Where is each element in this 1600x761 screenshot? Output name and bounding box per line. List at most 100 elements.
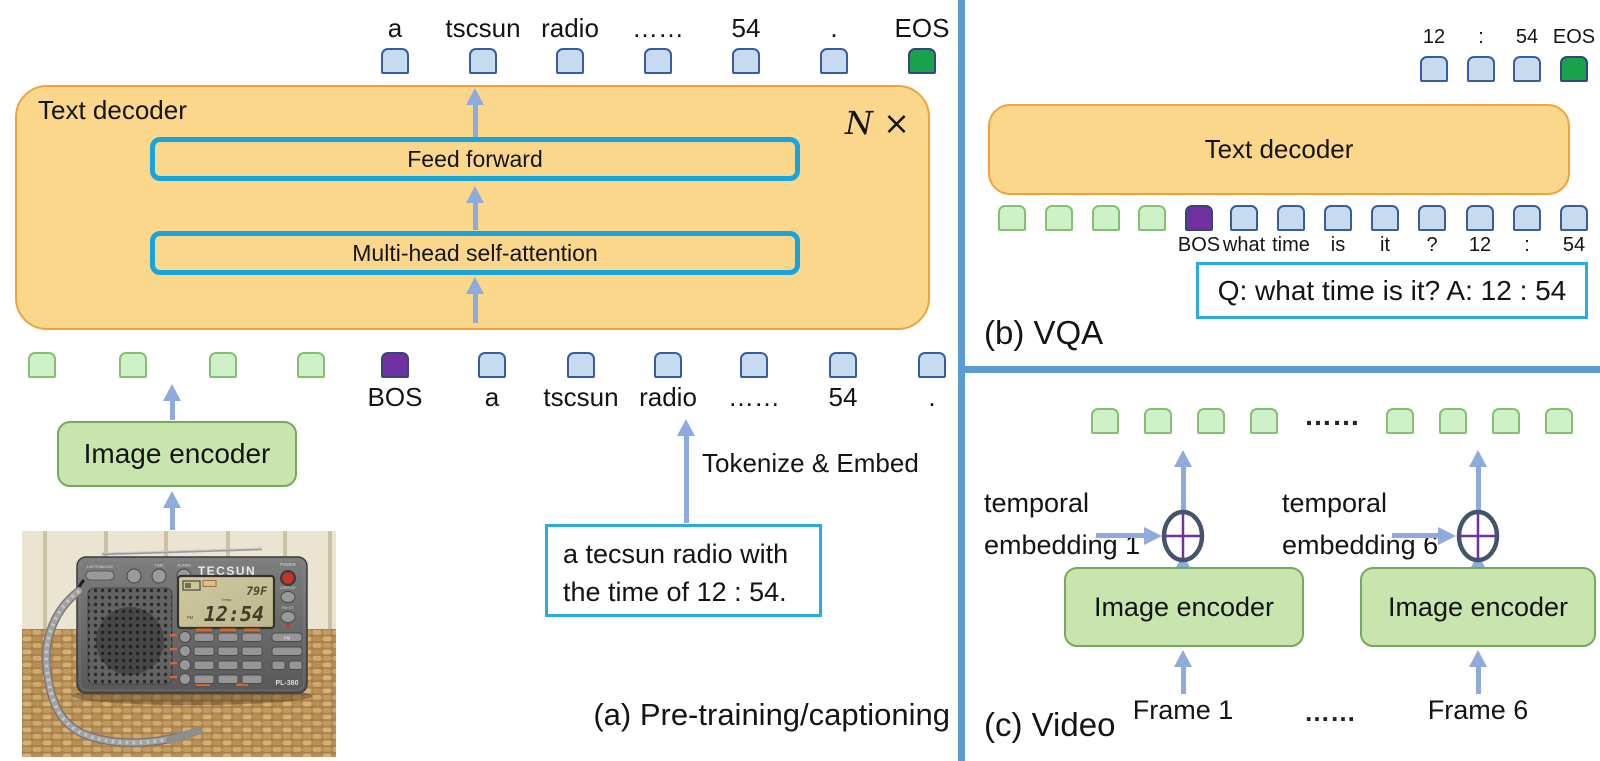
temporal-line-1: temporal [984, 488, 1090, 518]
radio-brand-text: TECSUN [198, 564, 256, 578]
panel-c-caption: (c) Video [984, 706, 1116, 743]
image-token [1045, 205, 1073, 231]
image-encoder-label: Image encoder [1387, 591, 1569, 622]
image-token [1092, 205, 1120, 231]
text-token [556, 48, 584, 74]
frame-6-label: Frame 6 [1427, 695, 1529, 725]
text-token [1371, 205, 1399, 231]
video-token [1492, 408, 1520, 434]
output-token-label: 54 [1515, 26, 1539, 48]
frame-1-label: Frame 1 [1132, 695, 1234, 725]
time-button-label: TIME [154, 563, 164, 568]
input-token-label: what [1222, 234, 1266, 256]
temporal-embedding-6-label: temporal embedding 6 [1282, 482, 1438, 566]
arrow-right-icon [1096, 533, 1144, 538]
text-token [1513, 56, 1541, 82]
text-token [1324, 205, 1352, 231]
display-button-label: DISPLAY [280, 586, 296, 590]
keypad [193, 632, 303, 684]
image-token [297, 352, 325, 378]
caption-text-box: a tecsun radio with the time of 12 : 54. [545, 524, 822, 617]
image-token [119, 352, 147, 378]
arrow-up-icon [1174, 450, 1192, 511]
n-times-label: N × [845, 104, 910, 142]
lcd-temp-label: Temp. [222, 597, 233, 602]
output-token-label: tscsun [445, 13, 521, 43]
alarm-button-label: ALARM [177, 563, 191, 568]
feed-forward-box: Feed forward [150, 137, 800, 181]
text-token [469, 48, 497, 74]
input-token-label: BOS [367, 382, 423, 412]
lcd-display [176, 574, 276, 630]
panel-b-caption: (b) VQA [984, 314, 1104, 351]
video-token [1439, 408, 1467, 434]
image-encoder-box: Image encoder [1360, 567, 1596, 647]
input-token-label: it [1380, 234, 1390, 256]
arrow-up-icon [677, 419, 695, 523]
qa-text-box: Q: what time is it? A: 12 : 54 [1196, 262, 1588, 319]
text-decoder-block: Text decoder [988, 104, 1570, 195]
input-token-label: . [928, 382, 936, 412]
video-token [1091, 408, 1119, 434]
input-token-label: time [1272, 234, 1310, 256]
arrow-up-icon [466, 186, 484, 230]
radio-photo: TECSUN POWER LIGHT/SNOOZE TIME ALARM 79F… [22, 531, 336, 757]
panel-a-caption: (a) Pre-training/captioning [593, 697, 950, 732]
text-token [1418, 205, 1446, 231]
fmst-button-label: FM ST. [282, 606, 294, 610]
radio-model-text: PL-380 [276, 680, 299, 687]
lcd-temp-text: 79F [246, 584, 268, 598]
temporal-embedding-1-label: temporal embedding 1 [984, 482, 1140, 566]
eos-token [1560, 56, 1588, 82]
image-encoder-label: Image encoder [1093, 591, 1275, 622]
self-attention-box: Multi-head self-attention [150, 231, 800, 275]
text-token [829, 352, 857, 378]
arrow-right-head-icon [1144, 527, 1162, 545]
input-token-label: 12 [1468, 234, 1492, 256]
input-token-label: …… [728, 382, 780, 412]
video-token [1545, 408, 1573, 434]
image-encoder-label: Image encoder [83, 438, 271, 469]
text-token [1466, 205, 1494, 231]
input-token-label: radio [639, 382, 697, 412]
image-token [209, 352, 237, 378]
text-token [478, 352, 506, 378]
input-token-label: ? [1426, 234, 1438, 256]
text-decoder-title: Text decoder [1204, 134, 1354, 164]
output-token-label: EOS [1552, 26, 1596, 48]
text-token [1420, 56, 1448, 82]
text-token [1230, 205, 1258, 231]
temporal-line-1: temporal [1282, 488, 1388, 518]
text-token [1277, 205, 1305, 231]
vertical-divider [958, 0, 965, 761]
input-token-label: is [1330, 234, 1346, 256]
circled-plus-icon [1161, 509, 1205, 563]
arrow-right-head-icon [1438, 527, 1456, 545]
eos-token [908, 48, 936, 74]
input-token-label: BOS [1177, 234, 1221, 256]
output-token-label: 54 [731, 13, 761, 43]
light-snooze-label: LIGHT/SNOOZE [87, 565, 114, 569]
frame-ellipsis: …… [1304, 697, 1356, 727]
temporal-line-2: embedding 1 [984, 530, 1141, 560]
power-button [282, 572, 294, 584]
image-token [28, 352, 56, 378]
input-token-label: 54 [828, 382, 858, 412]
image-token [998, 205, 1026, 231]
text-token [654, 352, 682, 378]
video-token [1197, 408, 1225, 434]
bos-token [1185, 205, 1213, 231]
text-decoder-title: Text decoder [38, 95, 187, 125]
temporal-line-2: embedding 6 [1282, 530, 1439, 560]
image-token [1138, 205, 1166, 231]
input-token-label: : [1524, 234, 1530, 256]
self-attention-label: Multi-head self-attention [352, 239, 598, 266]
output-token-label: EOS [894, 13, 950, 43]
horizontal-divider [958, 366, 1600, 373]
speaker-grille [88, 588, 172, 684]
caption-line-2: the time of 12 : 54. [563, 577, 787, 607]
image-encoder-box: Image encoder [57, 421, 297, 487]
circled-plus-icon [1456, 509, 1500, 563]
text-token [1513, 205, 1541, 231]
